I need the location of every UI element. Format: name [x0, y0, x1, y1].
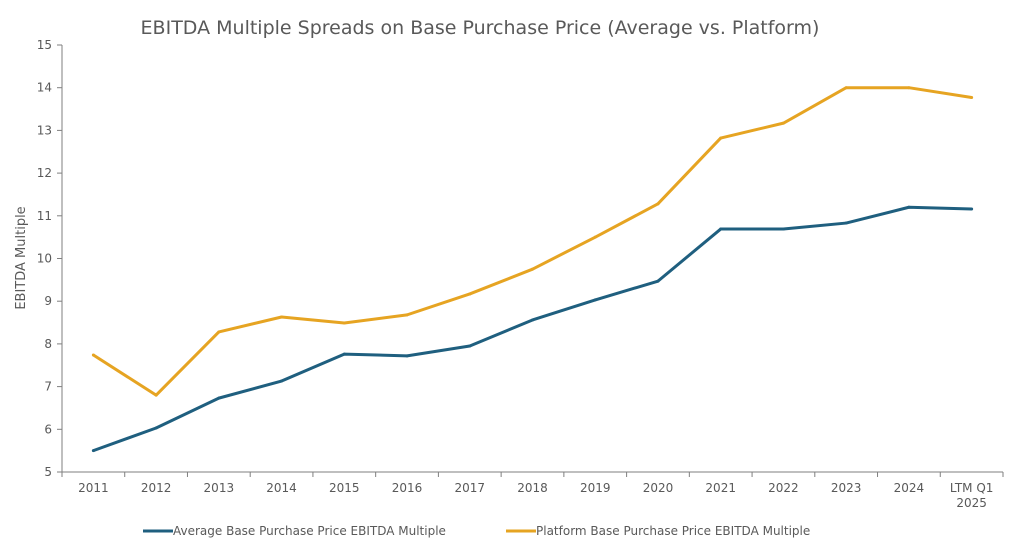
- x-tick-label: 2020: [643, 481, 674, 495]
- x-tick-label: 2011: [78, 481, 109, 495]
- x-tick-label: 2012: [141, 481, 172, 495]
- data-point: [405, 354, 409, 358]
- data-point: [217, 396, 221, 400]
- x-tick-label: 2024: [894, 481, 925, 495]
- data-point: [907, 205, 911, 209]
- chart-title: EBITDA Multiple Spreads on Base Purchase…: [141, 17, 820, 39]
- data-point: [844, 221, 848, 225]
- x-tick-label: 2018: [517, 481, 548, 495]
- y-tick-label: 9: [44, 294, 52, 308]
- x-tick-label: 2017: [454, 481, 485, 495]
- y-tick-label: 13: [37, 123, 52, 137]
- y-tick-label: 10: [37, 252, 52, 266]
- x-tick-label: 2014: [266, 481, 297, 495]
- x-tick-label: 2019: [580, 481, 611, 495]
- data-point: [781, 121, 785, 125]
- data-point: [844, 86, 848, 90]
- y-tick-label: 11: [37, 209, 52, 223]
- x-tick-label: 2013: [204, 481, 235, 495]
- y-tick-label: 6: [44, 422, 52, 436]
- data-point: [468, 292, 472, 296]
- data-point: [217, 330, 221, 334]
- y-tick-label: 7: [44, 380, 52, 394]
- data-point: [405, 313, 409, 317]
- data-point: [154, 393, 158, 397]
- data-point: [91, 353, 95, 357]
- data-point: [154, 426, 158, 430]
- data-point: [719, 136, 723, 140]
- data-point: [907, 86, 911, 90]
- data-point: [593, 235, 597, 239]
- data-point: [468, 344, 472, 348]
- y-tick-label: 5: [44, 465, 52, 479]
- x-tick-label: 2022: [768, 481, 799, 495]
- data-point: [656, 202, 660, 206]
- data-point: [970, 96, 974, 100]
- x-tick-label: LTM Q1 2025: [950, 481, 994, 510]
- data-point: [91, 449, 95, 453]
- legend-label: Average Base Purchase Price EBITDA Multi…: [173, 524, 446, 538]
- data-point: [970, 207, 974, 211]
- data-point: [342, 321, 346, 325]
- y-tick-label: 8: [44, 337, 52, 351]
- data-point: [656, 279, 660, 283]
- data-point: [342, 352, 346, 356]
- x-tick-label: 2021: [705, 481, 736, 495]
- data-point: [280, 315, 284, 319]
- series-line-platform: [92, 86, 972, 397]
- data-point: [531, 318, 534, 322]
- data-point: [781, 227, 785, 231]
- y-axis-label: EBITDA Multiple: [14, 206, 29, 309]
- data-point: [593, 298, 597, 302]
- x-tick-label: 2016: [392, 481, 423, 495]
- data-point: [280, 379, 284, 383]
- y-tick-label: 15: [37, 38, 52, 52]
- legend-label: Platform Base Purchase Price EBITDA Mult…: [536, 524, 810, 538]
- x-tick-label: 2015: [329, 481, 360, 495]
- y-tick-label: 14: [37, 81, 52, 95]
- x-tick-label: 2023: [831, 481, 862, 495]
- data-point: [719, 227, 723, 231]
- y-tick-label: 12: [37, 166, 52, 180]
- data-point: [531, 267, 534, 271]
